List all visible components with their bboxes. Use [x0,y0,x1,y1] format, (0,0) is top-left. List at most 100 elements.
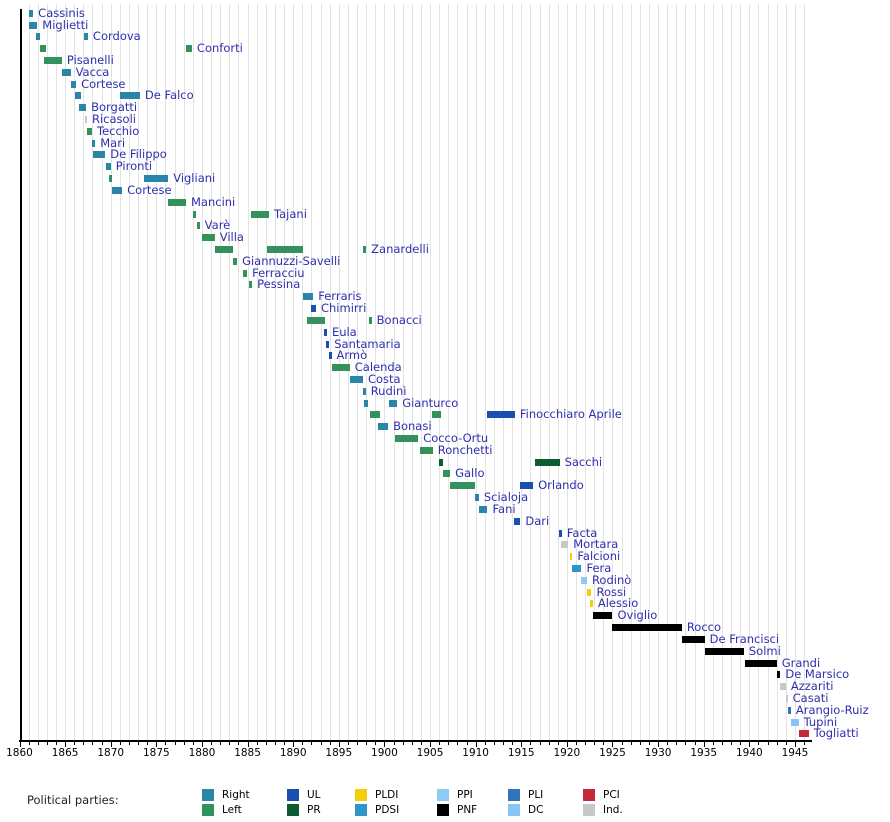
term-bar-rossi [586,588,592,596]
x-axis-tick [794,741,796,747]
term-bar-oviglio [593,612,613,620]
term-bar-borgatti [78,104,87,112]
minister-label-vacca[interactable]: Vacca [75,64,110,79]
minister-label-fani[interactable]: Fani [492,501,516,516]
minister-label-cordova[interactable]: Cordova [92,29,141,44]
minister-label-miglietti[interactable]: Miglietti [42,17,89,32]
minister-label-giannuzzi-savelli[interactable]: Giannuzzi-Savelli [242,253,341,268]
gridline [512,4,514,740]
gridline [46,4,48,740]
term-bar-sacchi [534,458,560,466]
gridline [156,4,158,740]
minister-label-cassinis[interactable]: Cassinis [38,5,85,20]
gridline [530,4,532,740]
legend-label-pnf: PNF [457,803,478,816]
minister-label-alessio[interactable]: Alessio [597,596,639,611]
legend-label-ind: Ind. [603,803,623,816]
minister-label-calenda[interactable]: Calenda [354,360,402,375]
minister-label-de-filippo[interactable]: De Filippo [110,147,167,162]
minister-label-conforti[interactable]: Conforti [196,41,243,56]
minister-label-costa[interactable]: Costa [367,371,401,386]
minister-label-arangio-ruiz[interactable]: Arangio-Ruiz [795,702,869,717]
minister-label-azzariti[interactable]: Azzariti [790,679,834,694]
gridline [466,4,468,740]
gridline [147,4,149,740]
minister-label-scialoja[interactable]: Scialoja [483,490,529,505]
minister-label-rodin[interactable]: Rodinò [591,572,632,587]
x-axis-tick-label: 1900 [371,747,398,759]
minister-label-var[interactable]: Varè [204,218,231,233]
minister-label-fera[interactable]: Fera [586,561,612,575]
minister-label-villa[interactable]: Villa [219,230,244,245]
minister-label-sacchi[interactable]: Sacchi [564,454,603,469]
x-axis-tick [557,741,559,745]
gridline [685,4,687,740]
minister-label-finocchiaro-aprile[interactable]: Finocchiaro Aprile [519,407,622,422]
minister-label-vigliani[interactable]: Vigliani [173,171,216,186]
minister-label-mortara[interactable]: Mortara [573,537,619,552]
gridline [138,4,140,740]
minister-label-dari[interactable]: Dari [525,513,550,528]
x-axis-tick [411,741,413,745]
minister-label-santamaria[interactable]: Santamaria [334,336,401,351]
term-bar-tupini [791,718,799,726]
minister-label-facta[interactable]: Facta [566,525,598,540]
minister-label-borgatti[interactable]: Borgatti [91,100,138,115]
minister-label-cocco-ortu[interactable]: Cocco-Ortu [423,431,489,446]
minister-label-orlando[interactable]: Orlando [538,478,584,493]
minister-label-ricasoli[interactable]: Ricasoli [92,112,136,127]
minister-label-pessina[interactable]: Pessina [257,277,301,292]
gridline [92,4,94,740]
minister-label-chimirri[interactable]: Chimirri [320,301,367,316]
minister-label-tajani[interactable]: Tajani [274,206,307,221]
gridline [539,4,541,740]
gridline [402,4,404,740]
minister-label-togliatti[interactable]: Togliatti [813,726,859,741]
minister-label-bonacci[interactable]: Bonacci [376,312,422,327]
x-axis-tick [466,741,468,745]
minister-label-de-francisci[interactable]: De Francisci [709,631,780,646]
gridline [101,4,103,740]
minister-label-rudin[interactable]: Rudinì [370,383,407,398]
minister-label-cortese[interactable]: Cortese [81,76,126,91]
gridline [758,4,760,740]
minister-label-tecchio[interactable]: Tecchio [97,123,140,138]
x-axis-tick-label: 1920 [553,747,581,759]
minister-label-arm[interactable]: Armò [336,348,368,363]
minister-label-eula[interactable]: Eula [331,324,357,339]
minister-label-falcioni[interactable]: Falcioni [577,549,621,564]
gridline [566,4,568,740]
term-bar-gianturco [388,399,398,407]
minister-label-ferracciu[interactable]: Ferracciu [252,265,305,280]
gridline [174,4,176,740]
minister-label-cortese[interactable]: Cortese [127,182,172,197]
gridline [338,4,340,740]
minister-label-rossi[interactable]: Rossi [596,584,627,599]
x-axis-tick [302,741,304,745]
minister-label-ferraris[interactable]: Ferraris [318,289,362,304]
x-axis-tick-label: 1865 [51,747,79,759]
minister-label-solmi[interactable]: Solmi [748,643,781,658]
minister-label-pisanelli[interactable]: Pisanelli [66,52,114,67]
gridline [658,4,660,740]
minister-label-rocco[interactable]: Rocco [686,620,722,635]
minister-label-gallo[interactable]: Gallo [455,466,485,481]
term-bar-gianturco [364,399,368,407]
minister-label-zanardelli[interactable]: Zanardelli [371,242,429,256]
minister-label-gianturco[interactable]: Gianturco [402,395,459,410]
minister-label-pironti[interactable]: Pironti [115,159,153,174]
minister-label-bonasi[interactable]: Bonasi [393,419,432,434]
term-bar-arm [328,352,332,360]
minister-label-oviglio[interactable]: Oviglio [617,608,658,623]
minister-label-grandi[interactable]: Grandi [781,655,821,670]
minister-label-ronchetti[interactable]: Ronchetti [437,442,493,457]
gridline [603,4,605,740]
minister-label-de-falco[interactable]: De Falco [144,88,194,103]
minister-label-mari[interactable]: Mari [100,135,126,150]
minister-label-de-marsico[interactable]: De Marsico [785,667,850,682]
minister-label-tupini[interactable]: Tupini [803,714,838,729]
term-bar-rudin [362,387,366,395]
minister-label-casati[interactable]: Casati [792,690,829,705]
x-axis-tick [128,741,130,745]
minister-label-mancini[interactable]: Mancini [190,194,236,209]
